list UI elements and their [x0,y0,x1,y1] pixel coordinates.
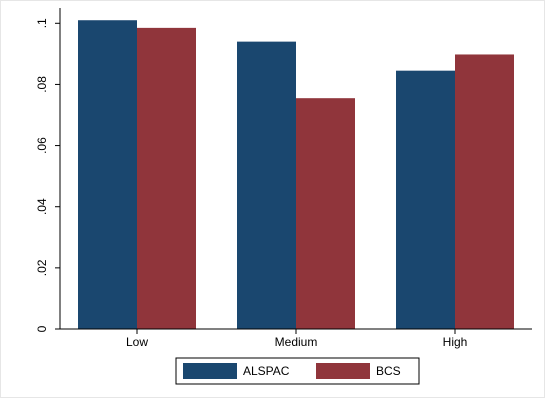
bar-bcs-medium [296,98,355,329]
bar-alspac-low [78,20,137,329]
legend-label-bcs: BCS [376,364,401,378]
legend-label-alspac: ALSPAC [243,364,290,378]
legend-swatch-bcs [316,363,370,379]
bar-bcs-low [137,27,196,329]
x-tick-label-low: Low [126,335,148,349]
bar-alspac-high [396,70,455,330]
legend-swatch-alspac [183,363,237,379]
y-tick-label: 0 [35,325,49,332]
y-tick-label: .06 [35,137,49,154]
bar-bcs-high [455,54,514,330]
y-tick-label: .1 [35,18,49,28]
legend: ALSPAC BCS [175,357,420,385]
y-tick-label: .04 [35,198,49,215]
x-tick-label-high: High [443,335,468,349]
bar-alspac-medium [237,41,296,329]
y-tick-label: .08 [35,76,49,93]
axes: 0 .02 .04 .06 .08 .1 Low Medium High [35,8,532,349]
x-tick-label-medium: Medium [275,335,318,349]
y-tick-label: .02 [35,259,49,276]
plot-area [78,20,514,330]
